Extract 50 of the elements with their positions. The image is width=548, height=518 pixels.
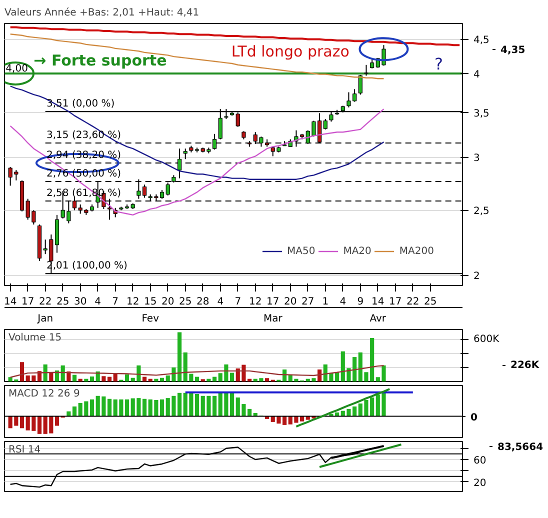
x-tick-label: 17 <box>21 296 34 308</box>
x-tick-label: 12 <box>249 296 262 308</box>
chart-title: MACD 12 26 9 <box>8 388 80 400</box>
y-tick-label: 20 <box>474 478 486 489</box>
x-tick-label: 4 <box>340 296 346 308</box>
x-tick-label: 27 <box>302 296 314 308</box>
x-tick-label: 17 <box>389 296 402 308</box>
text: 83,5664 <box>498 442 544 454</box>
x-tick-label: 20 <box>162 296 174 308</box>
y-tick-label: 600K <box>474 334 500 345</box>
x-tick-label: 4 <box>94 296 102 308</box>
y-tick-label: 3 <box>474 153 480 164</box>
series-label: LTd longo prazo <box>231 42 350 61</box>
y-tick-label: 4 <box>474 69 480 80</box>
legend-label: MA20 <box>343 246 372 256</box>
ref-line-label: 3,15 (23,60 %) <box>46 130 122 141</box>
chart-title: RSI 14 <box>8 444 41 456</box>
category-label: 15 Fev <box>142 296 160 324</box>
chart-title: Valeurs Année +Bas: 2,01 +Haut: 4,41 <box>4 8 200 18</box>
x-tick-label: 25 <box>179 296 192 308</box>
x-tick-label: 7 <box>234 296 242 308</box>
category-label: 22 Jan <box>38 296 54 324</box>
text: 226K <box>510 360 540 372</box>
ref-line-label: 4,00 <box>6 63 28 74</box>
text: 0 <box>470 412 478 424</box>
x-tick-label: 14 <box>4 296 17 308</box>
y-tick-label: 3,5 <box>474 108 490 120</box>
x-tick-label: 1 <box>322 296 329 308</box>
x-tick-label: 4 <box>217 296 224 308</box>
x-tick-label: 28 <box>196 296 210 308</box>
y-tick-label: 2 <box>474 271 480 282</box>
y-tick-label: 60 <box>474 455 486 466</box>
x-tick-label: 9 <box>357 296 364 308</box>
x-tick-label: 7 <box>112 296 119 308</box>
x-tick-label: 12 <box>126 296 140 308</box>
text: 4,35 <box>500 45 526 56</box>
y-tick-label: 2,5 <box>474 206 490 218</box>
category-label: 14 Avr <box>370 296 386 324</box>
category-label: 17 Mar <box>263 296 282 324</box>
x-tick-label: 30 <box>74 296 87 308</box>
x-tick-label: 22 <box>406 296 420 308</box>
annotation: → Forte suporte <box>34 51 167 70</box>
legend-label: MA200 <box>399 246 434 256</box>
x-tick-label: 20 <box>284 296 297 308</box>
annotation: ? <box>434 54 443 74</box>
chart-title: Volume 15 <box>8 332 62 344</box>
legend-label: MA50 <box>287 246 316 256</box>
x-tick-label: 25 <box>56 296 70 308</box>
y-tick-label: 4,5 <box>474 35 490 46</box>
x-tick-label: 25 <box>424 296 437 308</box>
